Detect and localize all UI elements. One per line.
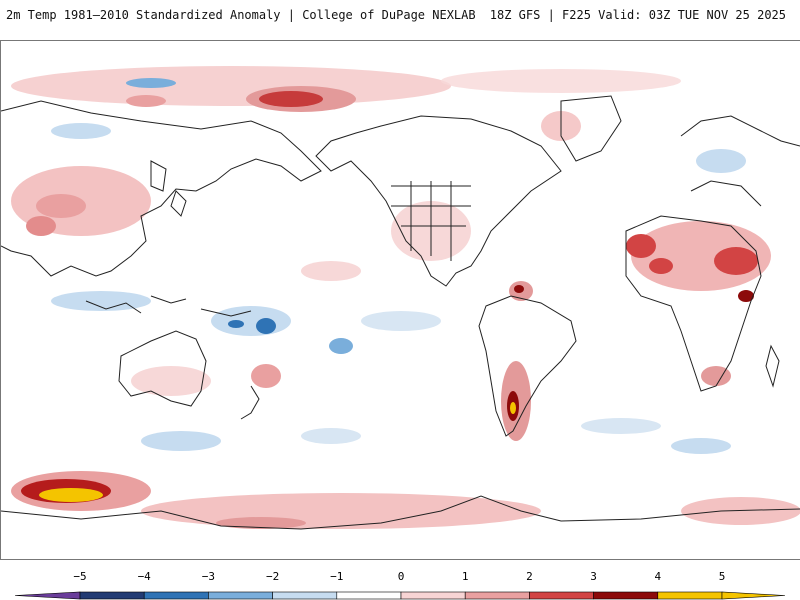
colorbar-segment (336, 591, 402, 600)
colorbar-segment (529, 591, 594, 600)
colorbar-min-arrow (14, 591, 81, 600)
colorbar-segment (464, 591, 530, 600)
colorbar-max-arrow (721, 591, 786, 600)
anomaly-map (0, 40, 800, 560)
colorbar-tick-label: 5 (718, 570, 726, 583)
colorbar-segment (657, 591, 723, 600)
colorbar-segment (79, 591, 145, 600)
colorbar-tick-label: −2 (265, 570, 280, 583)
colorbar-tick-label: 2 (526, 570, 533, 583)
colorbar-segment (400, 591, 466, 600)
colorbar-tick-label: −1 (330, 570, 344, 583)
colorbar-segment (272, 591, 338, 600)
colorbar-tick-label: 4 (654, 570, 662, 583)
colorbar-tick-label: 1 (461, 570, 469, 583)
colorbar-segment (208, 591, 273, 600)
anomaly-colorbar: −5 −4 −3 −2 −1 0 1 2 3 4 5 (0, 570, 800, 600)
colorbar-tick-label: 3 (590, 570, 597, 583)
colorbar-strip (14, 591, 786, 600)
colorbar-tick-label: −5 (73, 570, 87, 583)
colorbar-tick-label: 0 (397, 570, 405, 583)
model-run-valid-time: 18Z GFS | F225 Valid: 03Z TUE NOV 25 202… (489, 8, 786, 22)
colorbar-tick-label: −4 (137, 570, 151, 583)
map-title: 2m Temp 1981–2010 Standardized Anomaly |… (6, 8, 476, 22)
header: 2m Temp 1981–2010 Standardized Anomaly |… (0, 0, 800, 40)
colorbar-tick-label: −3 (201, 570, 216, 583)
colorbar-segment (143, 591, 209, 600)
colorbar-segment (593, 591, 659, 600)
coastlines (1, 95, 800, 530)
